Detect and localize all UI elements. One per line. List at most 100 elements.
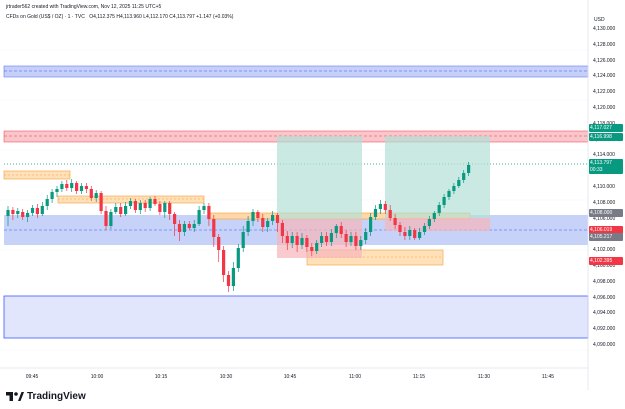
candle-body (236, 248, 240, 268)
candle-body (339, 226, 343, 234)
candle-body (197, 210, 201, 224)
candle-body (153, 199, 157, 204)
candle-body (324, 236, 329, 242)
time-tick: 10:15 (154, 374, 168, 380)
candle-body (187, 224, 191, 228)
price-tick: 4,096.000 (593, 294, 616, 301)
candle-body (84, 186, 88, 189)
candle-body (329, 233, 333, 242)
candle-body (364, 232, 368, 240)
candle-body (133, 201, 137, 210)
price-tick: 4,118.000 (593, 121, 615, 127)
price-tick: 4,126.000 (593, 57, 616, 64)
candle-body (104, 211, 108, 226)
candle-body (99, 193, 103, 211)
candle-body (168, 203, 172, 214)
candle-body (45, 199, 49, 206)
time-tick: 11:30 (477, 374, 491, 380)
candle-body (334, 226, 338, 233)
candle-body (143, 203, 147, 208)
candle-body (16, 211, 20, 214)
price-label: 4,113.797 (589, 159, 623, 167)
candle-body (388, 210, 392, 218)
supply-zone-blue-top (3, 65, 589, 78)
candle-body (344, 234, 348, 242)
candle-body (21, 212, 25, 217)
price-label: 4,116.998 (589, 133, 623, 141)
candle-body (40, 206, 44, 214)
candle-body (427, 219, 431, 226)
price-label: 4,106.019 (589, 226, 623, 234)
candle-body (393, 218, 397, 225)
candle-body (138, 203, 142, 210)
candle-body (452, 186, 456, 191)
price-label: 4,108.000 (589, 209, 623, 217)
price-label: 4,102.395 (589, 257, 623, 265)
candle-body (182, 224, 186, 232)
candle-body (177, 224, 182, 232)
brand-name: TradingView (27, 390, 86, 402)
candle-body (251, 212, 255, 221)
candle-body (11, 210, 15, 214)
candle-body (418, 232, 422, 238)
candle-body (124, 206, 128, 214)
candle-body (413, 230, 417, 238)
candle-body (457, 180, 461, 186)
price-tick: 4,110.000 (593, 184, 615, 190)
price-tick: 4,094.000 (593, 310, 616, 317)
currency-label[interactable]: USD (594, 17, 605, 23)
candle-body (432, 213, 436, 219)
price-tick: 4,100.000 (593, 263, 616, 269)
candle-body (114, 207, 118, 212)
candle-body (60, 184, 64, 189)
candle-body (192, 224, 196, 228)
price-tick: 4,098.000 (593, 278, 616, 285)
long-position-2-profit (385, 136, 490, 218)
long-position-2-loss (385, 218, 490, 231)
price-tick: 4,120.000 (593, 105, 616, 111)
time-tick: 10:45 (283, 374, 297, 380)
candle-body (222, 250, 226, 275)
candle-body (320, 236, 324, 243)
candle-body (30, 208, 35, 213)
candle-body (280, 223, 284, 236)
price-label: 4,117.027 (589, 124, 623, 132)
tradingview-logo[interactable]: TradingView (6, 389, 86, 403)
candle-body (266, 221, 270, 227)
symbol-legend[interactable]: CFDs on Gold (US$ / OZ) · 1 · TVC O4,112… (6, 14, 233, 20)
candle-body (212, 219, 216, 237)
price-label: 00:33 (589, 166, 623, 174)
candle-body (202, 206, 206, 210)
candle-body (26, 213, 30, 217)
candle-body (94, 193, 98, 198)
candle-body (35, 208, 39, 214)
candle-body (128, 201, 133, 206)
candle-body (290, 236, 294, 243)
candle-body (349, 236, 353, 242)
tradingview-icon (6, 391, 24, 401)
long-position-1-loss (277, 219, 362, 258)
time-tick: 11:45 (541, 374, 555, 380)
candle-body (398, 225, 402, 232)
candle-body (437, 205, 441, 213)
long-position-1-profit (277, 136, 362, 219)
candle-body (55, 189, 59, 192)
candle-body (354, 236, 358, 246)
symbol-name[interactable]: CFDs on Gold (US$ / OZ) · 1 · TVC (6, 14, 85, 20)
candle-body (462, 173, 466, 180)
candle-body (359, 240, 363, 246)
candle-body (295, 236, 299, 245)
candle-body (207, 206, 211, 219)
candle-body (70, 183, 74, 188)
candle-body (403, 232, 407, 236)
time-tick: 10:00 (90, 374, 104, 380)
candle-body (261, 218, 265, 227)
demand-zone-blue-bottom (3, 295, 589, 339)
candle-body (79, 186, 84, 191)
candle-body (422, 226, 427, 232)
candles (6, 162, 471, 292)
candle-body (271, 215, 275, 221)
candle-body (467, 165, 471, 173)
